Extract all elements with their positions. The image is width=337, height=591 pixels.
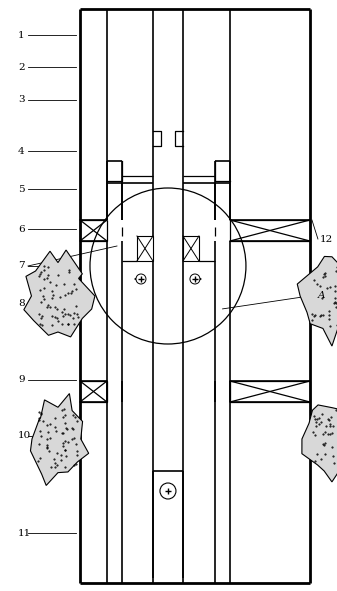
Text: 7: 7 xyxy=(18,261,25,271)
Text: 6: 6 xyxy=(18,225,25,233)
Text: 4: 4 xyxy=(18,147,25,155)
Text: 11: 11 xyxy=(18,528,31,537)
Bar xyxy=(137,236,153,261)
Bar xyxy=(183,236,199,261)
Circle shape xyxy=(136,274,146,284)
Text: 2: 2 xyxy=(18,63,25,72)
Text: 8: 8 xyxy=(18,300,25,309)
Text: 9: 9 xyxy=(18,375,25,385)
Circle shape xyxy=(160,483,176,499)
Text: 5: 5 xyxy=(18,184,25,193)
Circle shape xyxy=(190,274,200,284)
Text: A: A xyxy=(318,291,326,300)
Text: 1: 1 xyxy=(18,31,25,40)
Polygon shape xyxy=(30,394,89,485)
Polygon shape xyxy=(297,256,337,346)
Polygon shape xyxy=(302,405,337,482)
Text: 12: 12 xyxy=(320,235,333,243)
Polygon shape xyxy=(24,250,95,337)
Text: 10: 10 xyxy=(18,431,31,440)
Text: 3: 3 xyxy=(18,96,25,105)
